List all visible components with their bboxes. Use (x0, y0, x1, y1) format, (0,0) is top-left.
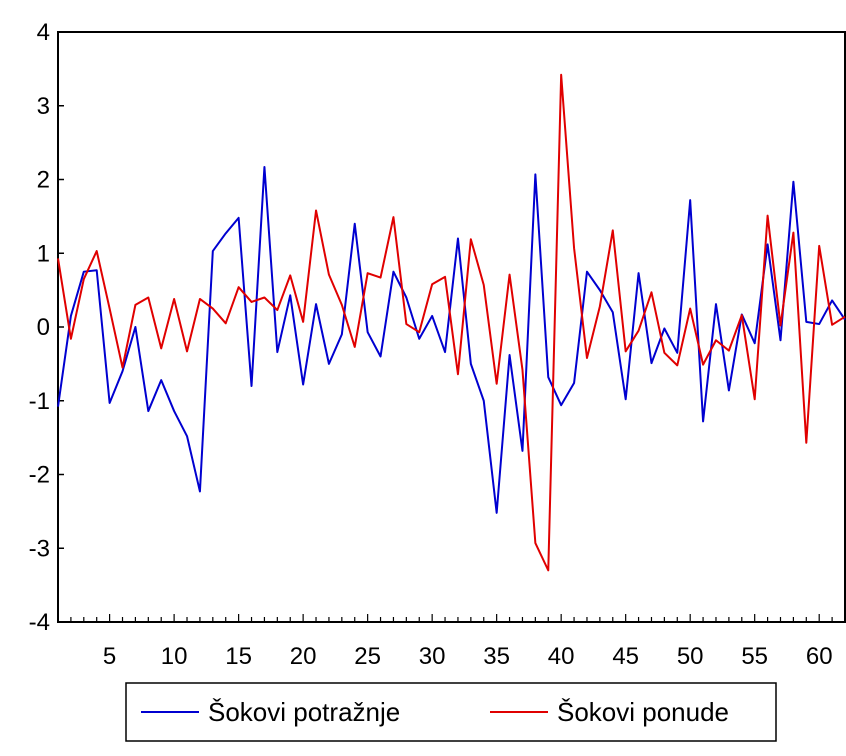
x-tick-label: 5 (103, 643, 116, 670)
x-tick-label: 35 (483, 643, 510, 670)
y-tick-label: 3 (37, 93, 50, 120)
legend-label-ponude: Šokovi ponude (557, 697, 729, 727)
x-tick-label: 40 (548, 643, 575, 670)
y-tick-label: -2 (29, 462, 50, 489)
x-tick-label: 45 (612, 643, 639, 670)
x-axis: 5 10 15 20 25 30 35 40 45 50 55 60 (57, 614, 846, 670)
legend-box (125, 682, 777, 742)
y-tick-label: 0 (37, 314, 50, 341)
y-tick-label: 1 (37, 240, 50, 267)
x-tick-label: 55 (741, 643, 768, 670)
series-line-ponude (57, 73, 846, 572)
x-tick-label: 15 (225, 643, 252, 670)
x-tick-label: 25 (354, 643, 381, 670)
x-tick-label: 20 (290, 643, 317, 670)
y-axis: 4 3 2 1 0 -1 -2 -3 -4 (29, 19, 64, 636)
legend-label-potraznje: Šokovi potražnje (208, 697, 400, 727)
y-tick-label: -1 (29, 388, 50, 415)
y-tick-label: -3 (29, 535, 50, 562)
x-tick-label: 10 (161, 643, 188, 670)
x-tick-label: 50 (677, 643, 704, 670)
x-tick-label: 30 (419, 643, 446, 670)
series-lines (57, 73, 846, 572)
y-tick-label: 2 (37, 167, 50, 194)
y-tick-label: 4 (37, 19, 50, 46)
legend: Šokovi potražnje Šokovi ponude (125, 682, 777, 742)
series-line-potraznje (57, 165, 846, 514)
y-tick-label: -4 (29, 609, 50, 636)
x-tick-label: 60 (806, 643, 833, 670)
